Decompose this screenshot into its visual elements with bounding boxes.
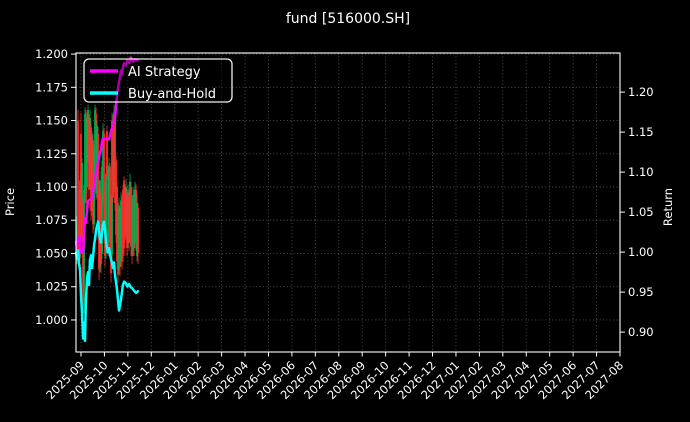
candle-body-down xyxy=(77,120,79,227)
candle-body-up xyxy=(101,167,103,254)
candle-body-up xyxy=(102,131,104,201)
candle-body-up xyxy=(99,180,101,267)
candle-body-up xyxy=(89,117,91,188)
price-tick-label: 1.025 xyxy=(35,280,68,294)
candle-body-up xyxy=(79,180,81,257)
price-tick-label: 1.125 xyxy=(35,147,68,161)
price-tick-label: 1.200 xyxy=(35,47,68,61)
candle-body-down xyxy=(117,206,119,275)
candle-body-down xyxy=(137,208,139,254)
candle-body-down xyxy=(124,187,126,238)
candle-body-down xyxy=(115,160,117,235)
price-tick-label: 1.150 xyxy=(35,114,68,128)
candle-body-down xyxy=(133,194,135,249)
candle-body-up xyxy=(84,113,86,194)
candle-body-up xyxy=(111,120,113,254)
price-tick-label: 1.000 xyxy=(35,313,68,327)
candle-body-down xyxy=(128,194,130,243)
candle-body-down xyxy=(100,193,102,265)
price-tick-label: 1.100 xyxy=(35,180,68,194)
legend: AI Strategy Buy-and-Hold xyxy=(83,58,233,103)
candle-body-up xyxy=(91,136,93,211)
candle-body-down xyxy=(109,167,111,243)
candle-body-up xyxy=(87,109,89,158)
candle-body-down xyxy=(121,200,123,262)
return-axis-label: Return xyxy=(661,188,675,226)
candle-body-down xyxy=(116,187,118,262)
plot-border xyxy=(75,52,621,353)
price-tick-label: 1.175 xyxy=(35,80,68,94)
candle-body-up xyxy=(105,173,107,254)
candle-body-up xyxy=(127,192,129,243)
return-tick-label: 1.15 xyxy=(628,125,654,139)
candle-body-down xyxy=(107,173,109,247)
candle-body-down xyxy=(106,131,108,177)
candle-body-up xyxy=(81,163,83,238)
return-tick-label: 1.00 xyxy=(628,245,654,259)
price-axis-label: Price xyxy=(3,188,17,216)
candle-body-up xyxy=(134,189,136,243)
candle-body-down xyxy=(119,213,121,267)
candle-body-down xyxy=(80,133,82,238)
candle-body-down xyxy=(135,189,137,243)
candle-body-down xyxy=(90,127,92,211)
candle-body-down xyxy=(95,113,97,194)
candle-body-down xyxy=(114,113,116,203)
candle-body-up xyxy=(129,181,131,238)
return-tick-label: 0.90 xyxy=(628,325,654,339)
candle-body-down xyxy=(130,187,132,247)
legend-box xyxy=(83,58,233,103)
candle-body-up xyxy=(136,202,138,257)
return-tick-label: 1.10 xyxy=(628,165,654,179)
return-tick-label: 1.20 xyxy=(628,85,654,99)
price-tick-label: 1.050 xyxy=(35,246,68,260)
candle-body-down xyxy=(123,180,125,249)
return-tick-label: 1.05 xyxy=(628,205,654,219)
candle-body-down xyxy=(97,133,99,230)
candle-body-down xyxy=(131,202,133,257)
candle-body-up xyxy=(94,109,96,185)
ai-strategy-line xyxy=(74,56,140,255)
candle-body-down xyxy=(88,120,90,190)
candle-body-up xyxy=(96,125,98,194)
candle-body-down xyxy=(122,189,124,254)
candle-body-up xyxy=(86,120,88,188)
candle-body-down xyxy=(126,193,128,249)
candle-body-up xyxy=(118,205,120,270)
chart-title: fund [516000.SH] xyxy=(286,11,410,27)
candle-body-down xyxy=(112,120,114,198)
candle-body-up xyxy=(120,200,122,262)
candle-body-down xyxy=(82,202,84,305)
price-tick-label: 1.075 xyxy=(35,213,68,227)
candle-body-up xyxy=(113,112,115,188)
legend-label-ai-strategy: AI Strategy xyxy=(128,65,201,80)
candle-body-down xyxy=(103,133,105,221)
candle-body-down xyxy=(92,140,94,225)
candle-body-up xyxy=(132,194,134,251)
candle-body-up xyxy=(125,187,127,235)
legend-label-buy-and-hold: Buy-and-Hold xyxy=(128,87,216,102)
buy-and-hold-line xyxy=(74,220,140,343)
candle-body-down xyxy=(110,200,112,274)
candle-body-up xyxy=(108,165,110,243)
return-tick-label: 0.95 xyxy=(628,285,654,299)
candle-body-down xyxy=(85,117,87,203)
